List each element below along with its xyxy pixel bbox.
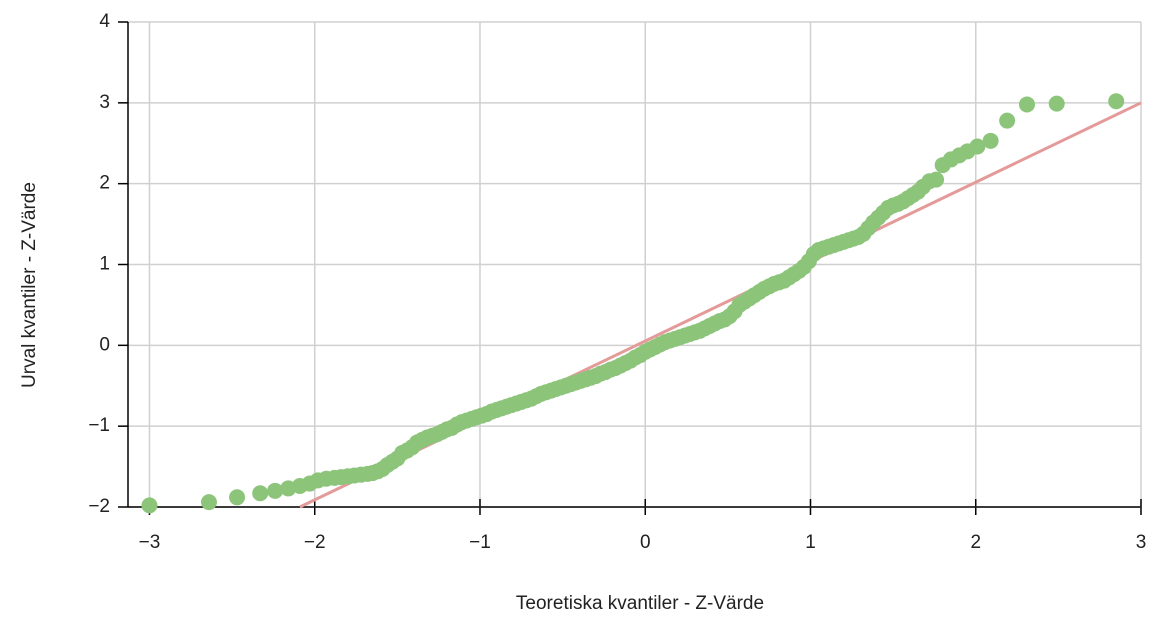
point [1018, 96, 1035, 113]
point [982, 132, 999, 149]
point [229, 489, 246, 506]
x-tick-label: 2 [970, 532, 981, 553]
y-tick-label: 0 [99, 334, 110, 355]
y-axis-title: Urval kvantiler - Z-Värde [19, 182, 40, 388]
y-tick-label: 2 [99, 173, 110, 194]
y-tick-label: 4 [99, 11, 110, 32]
x-tick-label: 0 [640, 532, 651, 553]
x-tick-label: −2 [304, 532, 326, 553]
y-tick-label: −2 [88, 496, 110, 517]
x-tick-label: −3 [139, 532, 161, 553]
y-tick-label: 1 [99, 254, 110, 275]
point [200, 494, 217, 511]
point [928, 171, 945, 188]
point [141, 497, 158, 514]
point [969, 138, 986, 155]
x-tick-label: 3 [1136, 532, 1147, 553]
x-tick-label: −1 [469, 532, 491, 553]
point [1048, 95, 1065, 112]
y-tick-label: 3 [99, 92, 110, 113]
point [999, 112, 1016, 129]
point [1108, 93, 1125, 110]
y-tick-label: −1 [88, 415, 110, 436]
point [252, 485, 269, 502]
x-tick-label: 1 [805, 532, 816, 553]
x-axis-title: Teoretiska kvantiler - Z-Värde [516, 593, 764, 614]
point [267, 482, 284, 499]
